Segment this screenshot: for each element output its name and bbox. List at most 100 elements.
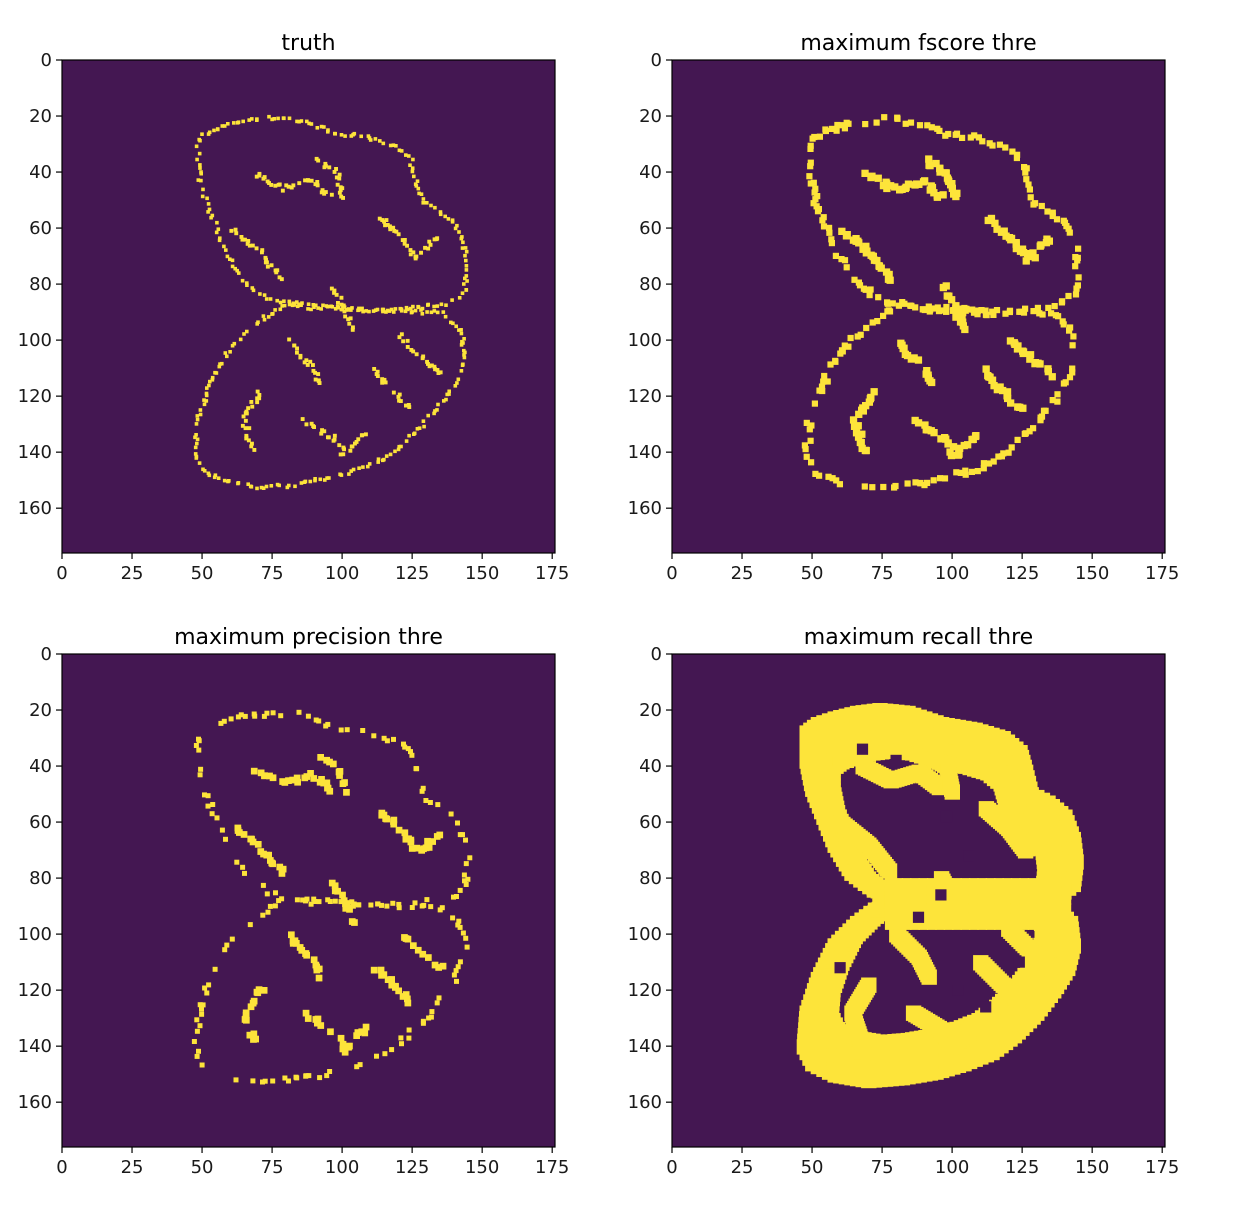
mask-cell-1398 — [1019, 920, 1030, 930]
mask-cell-419 — [850, 422, 859, 430]
mask-cell-292 — [362, 1023, 370, 1031]
mask-cell-298 — [269, 484, 274, 488]
mask-cell-199 — [968, 468, 975, 475]
mask-cell-1387 — [1010, 878, 1021, 888]
mask-cell-216 — [869, 484, 876, 491]
mask-cell-1377 — [994, 894, 1004, 905]
mask-cell-359 — [266, 315, 271, 319]
mask-cell-436 — [1019, 349, 1027, 358]
mask-cell-380 — [1007, 399, 1015, 407]
mask-cell-1302 — [884, 920, 895, 930]
mask-cell-203 — [336, 772, 343, 779]
mask-cell-200 — [962, 471, 969, 478]
mask-cell-1356 — [960, 920, 971, 930]
mask-cell-313 — [414, 946, 422, 954]
mask-cell-282 — [338, 472, 342, 477]
mask-cell-159 — [1030, 308, 1037, 315]
mask-cell-1389 — [1010, 894, 1021, 905]
y-tick-label: 160 — [18, 498, 52, 519]
mask-cell-45 — [366, 134, 371, 138]
mask-cell-13 — [236, 120, 241, 124]
mask-cell-373 — [990, 382, 998, 390]
mask-cell-311 — [216, 476, 221, 480]
mask-cell-411 — [867, 393, 875, 402]
mask-cell-20 — [270, 117, 274, 122]
mask-cell-67 — [419, 192, 424, 196]
mask-cell-129 — [399, 1041, 404, 1047]
mask-cell-158 — [230, 264, 235, 269]
mask-cell-449 — [900, 344, 908, 352]
mask-cell-164 — [1052, 312, 1059, 319]
mask-cell-1305 — [893, 894, 904, 905]
mask-cell-1400 — [1027, 886, 1038, 897]
mask-cell-376 — [999, 386, 1007, 395]
mask-cell-137 — [306, 302, 311, 306]
mask-cell-86 — [460, 246, 465, 250]
mask-cell-1372 — [985, 903, 996, 914]
mask-cell-157 — [993, 307, 1001, 314]
mask-cell-1368 — [977, 920, 988, 930]
mask-cell-242 — [263, 851, 271, 859]
mask-cell-170 — [265, 909, 271, 915]
mask-cell-69 — [242, 870, 247, 876]
mask-cell-317 — [435, 964, 442, 971]
mask-cell-51 — [388, 143, 393, 148]
mask-cell-114 — [838, 256, 845, 263]
mask-cell-429 — [408, 248, 413, 252]
mask-cell-117 — [389, 307, 394, 312]
mask-cell-43 — [1023, 176, 1030, 183]
mask-cell-136 — [324, 1073, 330, 1079]
mask-cell-245 — [269, 860, 276, 868]
y-tick-label: 60 — [29, 812, 52, 833]
mask-cell-77 — [205, 803, 211, 809]
mask-cell-12 — [862, 121, 869, 128]
mask-cell-75 — [209, 811, 215, 817]
mask-cell-484 — [372, 367, 377, 371]
mask-cell-194 — [316, 306, 320, 310]
mask-cell-159 — [197, 1002, 203, 1008]
mask-cell-83 — [982, 307, 989, 314]
mask-cell-222 — [432, 309, 437, 313]
mask-cell-31 — [413, 766, 419, 772]
mask-cell-1427 — [1061, 911, 1072, 922]
mask-cell-215 — [395, 826, 403, 834]
mask-cell-151 — [250, 286, 255, 290]
mask-cell-105 — [866, 292, 873, 299]
mask-cell-1371 — [985, 894, 996, 905]
mask-cell-285 — [341, 1048, 349, 1056]
mask-cell-507 — [322, 429, 327, 434]
mask-cell-547 — [249, 444, 254, 449]
mask-cell-437 — [1026, 351, 1035, 359]
mask-cell-154 — [974, 311, 981, 318]
mask-cell-286 — [926, 162, 934, 170]
mask-cell-290 — [936, 168, 944, 176]
mask-cell-226 — [425, 844, 433, 851]
mask-cell-43 — [463, 861, 469, 867]
mask-cell-114 — [457, 959, 463, 965]
mask-cell-44 — [359, 134, 363, 139]
mask-cell-107 — [450, 915, 456, 921]
mask-cell-412 — [341, 196, 345, 200]
mask-cell-142 — [293, 1074, 299, 1080]
mask-cell-249 — [444, 397, 448, 402]
mask-cell-393 — [942, 435, 950, 443]
mask-cell-283 — [339, 1040, 347, 1048]
mask-cell-179 — [269, 774, 277, 782]
chart-max-recall: maximum recall thre 0 25 50 75 100 125 150 175 0 2… — [628, 625, 1180, 1178]
mask-cell-333 — [315, 965, 323, 973]
mask-cell-412 — [865, 398, 873, 406]
mask-cell-18 — [338, 727, 344, 733]
y-tick-label: 40 — [29, 756, 52, 777]
mask-hole-8 — [1013, 956, 1025, 968]
mask-cell-549 — [252, 448, 257, 452]
mask-cell-293 — [293, 484, 297, 489]
mask-cell-455 — [260, 250, 264, 255]
mask-cell-7 — [216, 127, 220, 132]
mask-cell-4 — [238, 712, 244, 718]
mask-cell-553 — [405, 338, 410, 343]
mask-cell-232 — [811, 400, 818, 407]
mask-cell-48 — [373, 137, 378, 141]
mask-cell-335 — [204, 393, 209, 398]
mask-cell-1323 — [918, 894, 929, 905]
mask-cell-506 — [319, 431, 324, 436]
